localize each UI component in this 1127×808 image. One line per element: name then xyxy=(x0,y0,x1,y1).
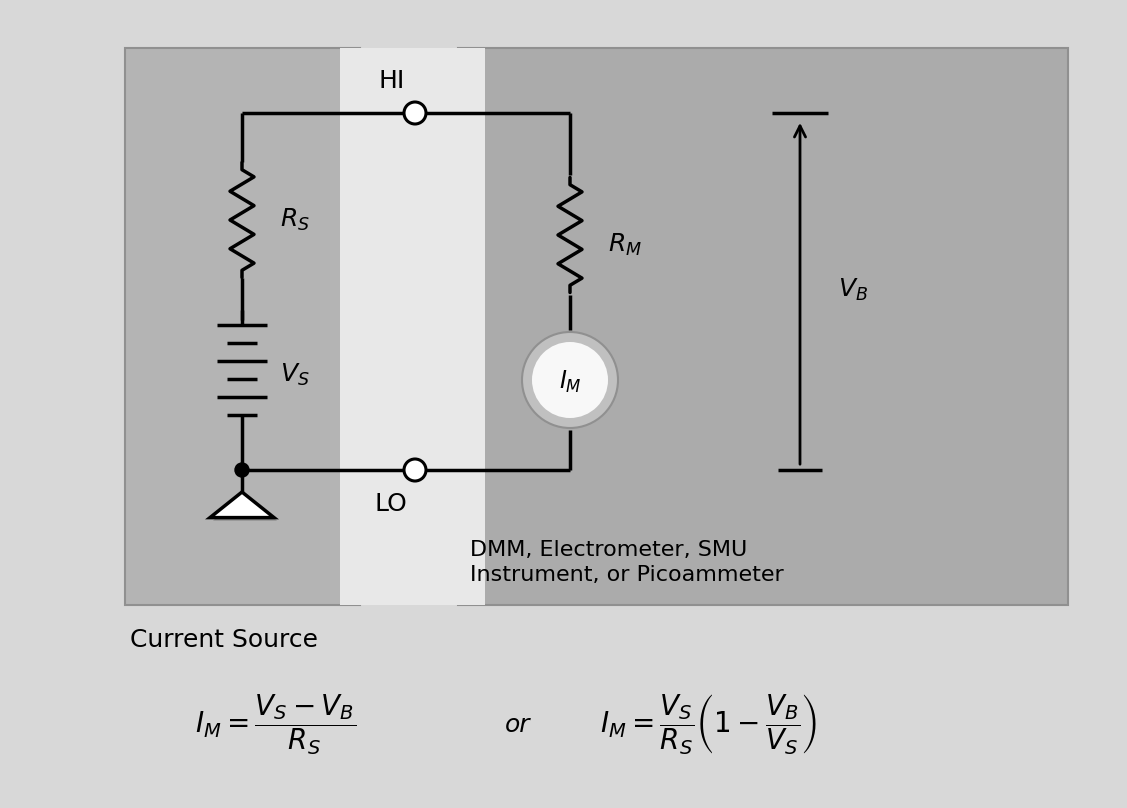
Text: HI: HI xyxy=(379,69,405,93)
Bar xyxy=(458,48,1068,605)
Text: Current Source: Current Source xyxy=(130,628,318,652)
Text: DMM, Electrometer, SMU: DMM, Electrometer, SMU xyxy=(470,540,747,560)
Circle shape xyxy=(236,463,249,477)
Polygon shape xyxy=(213,495,277,520)
Ellipse shape xyxy=(532,342,607,418)
Bar xyxy=(125,48,360,605)
Polygon shape xyxy=(210,492,274,518)
Circle shape xyxy=(403,102,426,124)
Text: Instrument, or Picoammeter: Instrument, or Picoammeter xyxy=(470,565,783,585)
Text: $V_B$: $V_B$ xyxy=(838,277,868,303)
Circle shape xyxy=(403,459,426,481)
Text: $R_M$: $R_M$ xyxy=(607,232,642,258)
Text: $R_S$: $R_S$ xyxy=(279,207,310,233)
Text: LO: LO xyxy=(374,492,407,516)
Text: $I_M = \dfrac{V_S - V_B}{R_S}$: $I_M = \dfrac{V_S - V_B}{R_S}$ xyxy=(195,692,356,757)
Text: $I_M$: $I_M$ xyxy=(559,369,582,395)
Text: $I_M = \dfrac{V_S}{R_S}\left(1 - \dfrac{V_B}{V_S}\right)$: $I_M = \dfrac{V_S}{R_S}\left(1 - \dfrac{… xyxy=(600,692,817,757)
Ellipse shape xyxy=(522,332,618,428)
Text: $V_S$: $V_S$ xyxy=(279,362,310,388)
Bar xyxy=(340,48,485,605)
Text: or: or xyxy=(505,713,531,737)
